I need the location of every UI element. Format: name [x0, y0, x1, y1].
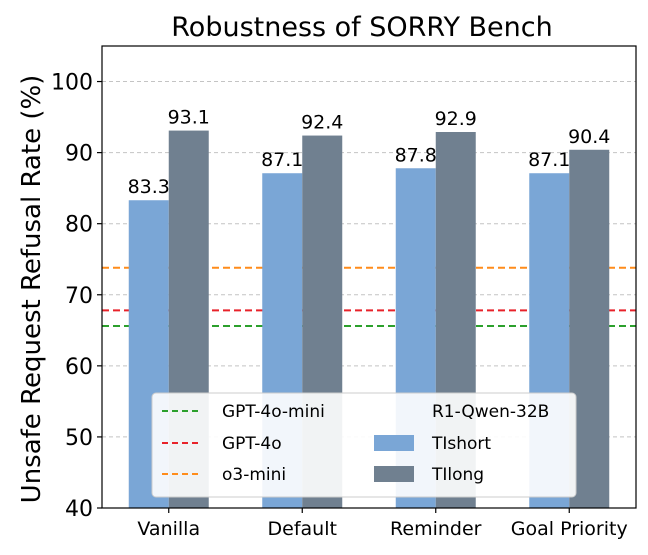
x-ticks: Vanilla Default Reminder Goal Priority: [137, 508, 628, 540]
x-tick-label: Reminder: [390, 518, 482, 540]
x-tick-label: Default: [268, 518, 337, 540]
legend-label: o3-mini: [222, 465, 286, 485]
chart-title: Robustness of SORRY Bench: [171, 12, 552, 43]
y-tick-label: 100: [51, 71, 93, 96]
legend-swatch: [374, 435, 414, 451]
data-label: 87.8: [395, 144, 437, 166]
x-tick-label: Goal Priority: [511, 518, 628, 540]
y-tick-label: 40: [65, 497, 93, 522]
y-tick-label: 70: [65, 284, 93, 309]
y-tick-label: 60: [65, 355, 93, 380]
y-axis-label: Unsafe Request Refusal Rate (%): [17, 75, 47, 504]
data-label: 83.3: [128, 176, 170, 198]
data-label: 92.9: [435, 108, 477, 130]
legend-swatch: [374, 466, 414, 482]
data-label: 92.4: [301, 112, 343, 134]
data-label: 90.4: [568, 126, 610, 148]
legend-box: [151, 392, 577, 498]
y-tick-label: 50: [65, 426, 93, 451]
data-label: 87.1: [261, 149, 303, 171]
legend-label: GPT-4o-mini: [222, 402, 325, 422]
data-label: 87.1: [528, 149, 570, 171]
legend-label: GPT-4o: [222, 434, 282, 454]
legend: GPT-4o-mini GPT-4o o3-mini R1-Qwen-32B TIsho…: [151, 392, 577, 498]
legend-label: TIshort: [431, 434, 491, 454]
y-tick-label: 80: [65, 213, 93, 238]
legend-label: TIlong: [431, 465, 484, 485]
legend-label: R1-Qwen-32B: [432, 402, 549, 422]
y-tick-label: 90: [65, 142, 93, 167]
x-tick-label: Vanilla: [137, 518, 200, 540]
plot-frame: [101, 45, 637, 509]
data-labels: 83.393.187.192.487.892.987.190.4: [128, 107, 611, 199]
y-ticks: 40 50 60 70 80 90 100: [51, 71, 102, 522]
data-label: 93.1: [168, 107, 210, 129]
